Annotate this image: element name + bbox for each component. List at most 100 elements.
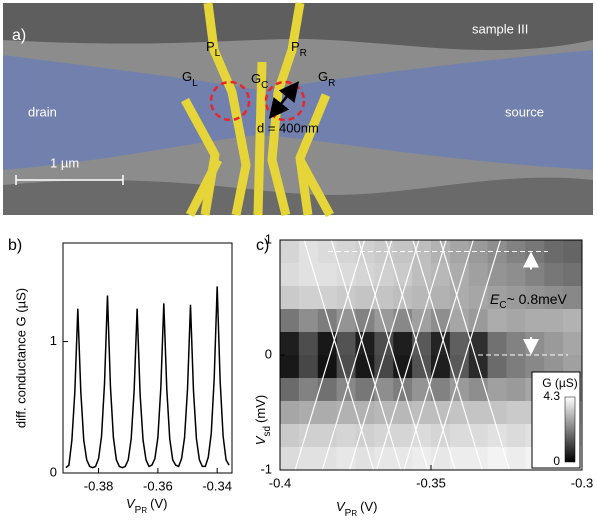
diamond-edge xyxy=(303,240,375,470)
y-tick-label: -1 xyxy=(260,461,272,476)
heatmap-cell xyxy=(487,447,507,470)
charging-energy-label-part: ~ 0.8meV xyxy=(507,291,568,307)
heatmap-cell xyxy=(336,332,356,356)
heatmap xyxy=(280,240,582,470)
heatmap-cell xyxy=(280,447,300,470)
heatmap-cell xyxy=(487,424,507,448)
heatmap-cell xyxy=(298,355,319,379)
heatmap-cell xyxy=(317,240,338,264)
colorbar xyxy=(564,396,576,463)
diamond-edge xyxy=(348,240,420,470)
heatmap-cell xyxy=(563,309,582,333)
heatmap-cell xyxy=(317,309,338,333)
heatmap-cell xyxy=(355,309,375,333)
panel-label: c) xyxy=(256,237,269,254)
diamond-edge xyxy=(412,240,483,470)
y-axis-label-part: sd xyxy=(262,426,273,437)
heatmap-cell xyxy=(431,378,451,402)
heatmap-cell xyxy=(468,263,489,287)
diamond-edge xyxy=(321,240,393,470)
heatmap-cell xyxy=(280,286,300,310)
distance-label: d = 400nm xyxy=(257,120,319,135)
x-tick-label: -0.3 xyxy=(571,475,593,490)
heatmap-cell xyxy=(525,263,545,287)
heatmap-cell xyxy=(431,286,451,310)
heatmap-cell xyxy=(317,378,338,402)
heatmap-cell xyxy=(317,332,338,356)
heatmap-cell xyxy=(431,309,451,333)
scale-bar-label: 1 µm xyxy=(50,155,79,170)
heatmap-cell xyxy=(544,286,564,310)
x-tick-label: -0.4 xyxy=(269,475,291,490)
heatmap-cell xyxy=(449,378,470,402)
x-axis-label-part: R xyxy=(141,506,147,515)
x-axis-label-part: P xyxy=(135,505,142,516)
heatmap-cell xyxy=(393,332,413,356)
heatmap-cell xyxy=(393,447,413,470)
heatmap-cell xyxy=(563,332,582,356)
heatmap-cell xyxy=(487,309,507,333)
heatmap-cell xyxy=(506,401,526,425)
gate-label: PL xyxy=(206,39,221,59)
heatmap-cell xyxy=(280,424,300,448)
heatmap-cell xyxy=(431,332,451,356)
heatmap-cell xyxy=(468,401,489,425)
heatmap-cell xyxy=(506,309,526,333)
heatmap-cell xyxy=(487,378,507,402)
heatmap-cell xyxy=(317,424,338,448)
gate-label-part: G xyxy=(251,71,261,86)
y-tick-label: 0 xyxy=(265,346,272,361)
heatmap-cell xyxy=(525,332,545,356)
heatmap-cell xyxy=(506,286,526,310)
heatmap-cell xyxy=(298,401,319,425)
x-tick-label: -0.36 xyxy=(143,478,173,493)
charging-energy-label-part: E xyxy=(490,291,500,307)
panel-label: a) xyxy=(12,27,26,44)
heatmap-cell xyxy=(355,355,375,379)
heatmap-cell xyxy=(412,263,432,287)
sample-label: sample III xyxy=(472,21,528,36)
heatmap-cell xyxy=(280,378,300,402)
charging-energy-label-part: C xyxy=(499,300,506,311)
heatmap-cell xyxy=(412,401,432,425)
y-tick-label: 1 xyxy=(265,231,272,246)
heatmap-cell xyxy=(506,355,526,379)
heatmap-cell xyxy=(374,332,394,356)
x-axis-label-part: (V) xyxy=(360,499,377,514)
charging-energy-label: EC~ 0.8meV xyxy=(490,291,568,311)
heatmap-cell xyxy=(374,286,394,310)
heatmap-cell xyxy=(298,263,319,287)
y-axis-label-part: (mV) xyxy=(253,395,268,423)
plot-frame xyxy=(62,242,233,474)
diamond-edge xyxy=(294,240,366,470)
y-tick-label: 0 xyxy=(50,464,57,479)
heatmap-cell xyxy=(525,286,545,310)
heatmap-cell xyxy=(317,355,338,379)
heatmap-cell xyxy=(298,447,319,470)
heatmap-cell xyxy=(431,263,451,287)
heatmap-cell xyxy=(506,332,526,356)
y-axis-label-part: V xyxy=(253,435,268,445)
x-axis-label: VPR (V) xyxy=(126,496,167,516)
heatmap-cell xyxy=(393,424,413,448)
heatmap-cell xyxy=(317,447,338,470)
y-tick-label: 1 xyxy=(50,333,57,348)
heatmap-cell xyxy=(374,309,394,333)
gate-label-part: R xyxy=(300,48,307,59)
x-axis-label-part: V xyxy=(126,496,136,511)
heatmap-cell xyxy=(298,240,319,264)
micrograph xyxy=(3,2,593,218)
x-axis-label-part: V xyxy=(336,499,346,514)
heatmap-cell xyxy=(280,355,300,379)
heatmap-cell xyxy=(525,309,545,333)
heatmap-cell xyxy=(374,378,394,402)
heatmap-cell xyxy=(487,332,507,356)
heatmap-cell xyxy=(563,240,582,264)
y-axis-label: diff. conductance G (µS) xyxy=(13,288,28,428)
gate-label-part: L xyxy=(192,78,198,89)
colorbar-label: G (µS) xyxy=(542,376,578,390)
gate-label-part: G xyxy=(182,69,192,84)
gate-label: GR xyxy=(318,69,335,89)
colorbar-tick-label: 4.3 xyxy=(543,389,560,403)
heatmap-cell xyxy=(317,286,338,310)
